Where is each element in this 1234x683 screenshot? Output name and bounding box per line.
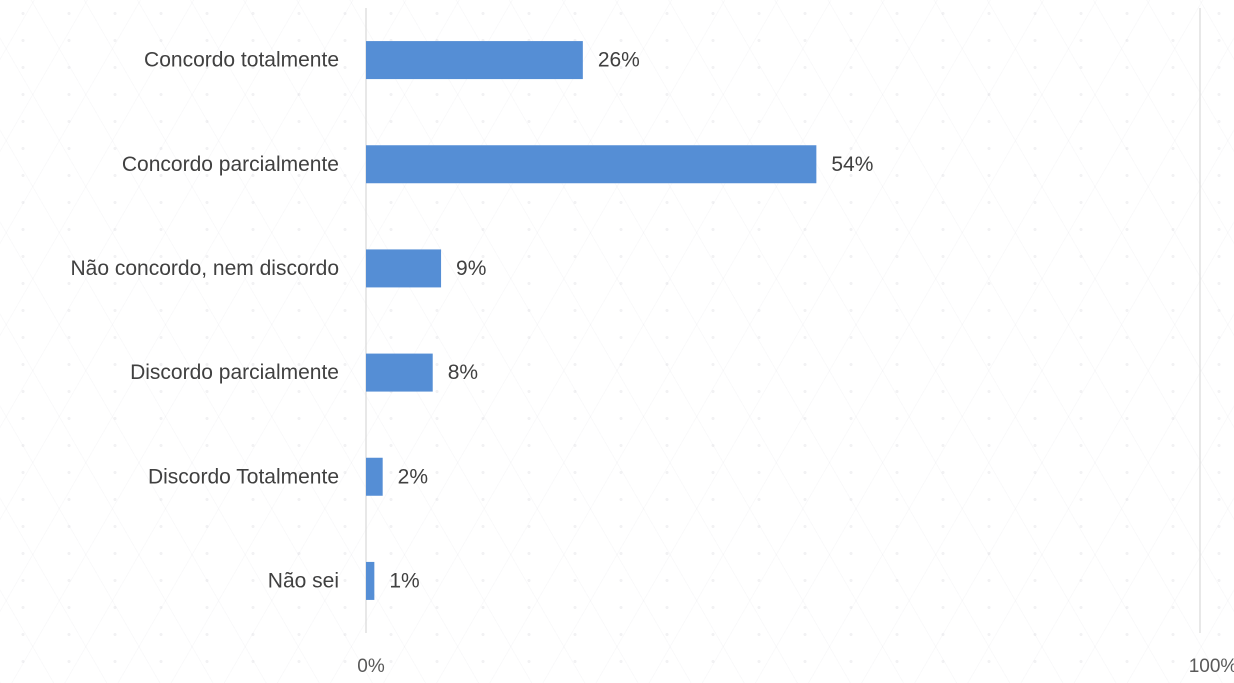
bars [366, 41, 817, 600]
category-label: Concordo parcialmente [122, 153, 339, 176]
bar-3 [366, 353, 433, 392]
bar-0 [366, 41, 583, 80]
category-label: Não sei [268, 569, 339, 592]
x-tick-label: 0% [357, 656, 385, 677]
x-tick-label: 100% [1189, 656, 1234, 677]
bar-5 [366, 561, 375, 600]
x-axis-ticks: 0% 100% [357, 656, 1234, 677]
gridlines [365, 8, 1201, 633]
data-label: 26% [598, 49, 640, 72]
bar-1 [366, 145, 817, 184]
data-label: 9% [456, 257, 486, 280]
value-labels: 26% 54% 9% 8% 2% 1% [389, 49, 873, 593]
data-label: 2% [398, 465, 428, 488]
category-label: Discordo Totalmente [148, 465, 339, 488]
category-label: Discordo parcialmente [130, 361, 339, 384]
category-label: Concordo totalmente [144, 49, 339, 72]
category-labels: Concordo totalmente Concordo parcialmente… [71, 49, 339, 593]
data-label: 8% [448, 361, 478, 384]
data-label: 54% [831, 153, 873, 176]
bar-4 [366, 457, 383, 496]
data-label: 1% [389, 569, 419, 592]
bar-2 [366, 249, 442, 288]
category-label: Não concordo, nem discordo [71, 257, 339, 280]
